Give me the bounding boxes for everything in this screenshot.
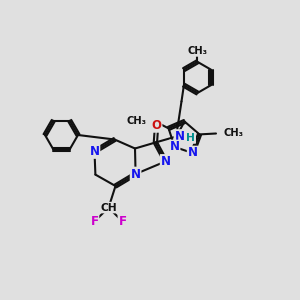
Text: N: N <box>169 140 180 154</box>
Text: N: N <box>130 167 141 181</box>
Text: CH₃: CH₃ <box>224 128 244 139</box>
Text: F: F <box>91 215 98 228</box>
Text: N: N <box>160 155 171 168</box>
Text: N: N <box>188 146 198 160</box>
Text: N: N <box>174 130 184 143</box>
Text: H: H <box>186 133 195 143</box>
Text: F: F <box>118 215 126 228</box>
Text: O: O <box>152 119 162 132</box>
Text: CH₃: CH₃ <box>126 116 146 126</box>
Text: CH₃: CH₃ <box>188 46 207 56</box>
Text: CH: CH <box>100 202 117 213</box>
Text: N: N <box>89 145 100 158</box>
